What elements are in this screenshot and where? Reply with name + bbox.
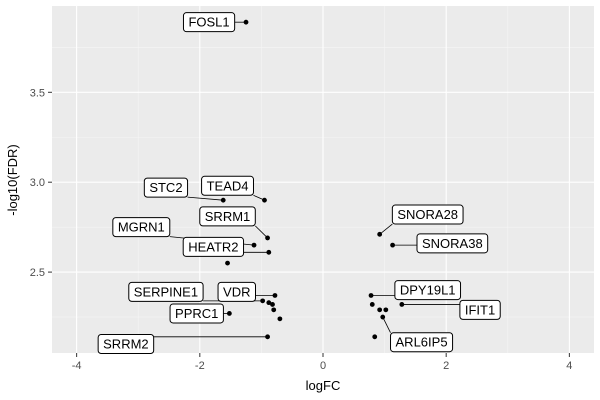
point-label-text: SERPINE1 [134, 284, 198, 299]
point-label-text: DPY19L1 [400, 283, 456, 298]
point-label-text: ARL6IP5 [396, 335, 448, 350]
point-label-text: FOSL1 [188, 15, 229, 30]
data-point [251, 242, 257, 248]
data-point [372, 334, 378, 340]
point-label: TEAD4 [201, 175, 254, 196]
y-axis: 2.5 3.0 3.5 [30, 87, 52, 279]
data-point [272, 293, 278, 298]
point-label-text: SRRM1 [205, 209, 251, 224]
x-tick-label: -2 [195, 360, 205, 372]
label-box [112, 217, 171, 238]
label-box [394, 280, 462, 301]
point-label: IFIT1 [459, 299, 501, 320]
point-label-text: IFIT1 [465, 302, 495, 317]
data-point [265, 334, 270, 340]
y-tick-label: 3.5 [30, 87, 45, 99]
data-point [271, 307, 277, 313]
x-tick-label: -4 [72, 360, 82, 372]
point-label: SRRM2 [97, 334, 155, 355]
data-point [260, 298, 266, 304]
point-label: SRRM1 [199, 206, 256, 227]
label-box [416, 233, 489, 254]
point-label: ARL6IP5 [390, 332, 454, 353]
label-box [391, 204, 464, 225]
y-tick-label: 2.5 [30, 267, 45, 279]
data-point [265, 235, 270, 241]
point-label: MGRN1 [112, 217, 171, 238]
label-box [459, 299, 501, 320]
point-label: SERPINE1 [128, 281, 204, 302]
x-axis: -4 -2 0 2 4 [72, 353, 572, 372]
label-connector [187, 196, 224, 201]
label-connector [379, 223, 393, 235]
data-point [377, 231, 383, 237]
data-point [368, 293, 374, 298]
data-point [266, 300, 272, 306]
y-axis-title: -log10(FDR) [5, 144, 20, 216]
point-label-text: PPRC1 [175, 306, 218, 321]
label-box [201, 175, 254, 196]
data-point [243, 19, 249, 25]
data-points [220, 19, 405, 340]
point-label: FOSL1 [182, 12, 236, 33]
point-label-text: SNORA28 [397, 207, 458, 222]
data-point [390, 242, 395, 248]
label-box [199, 206, 256, 227]
point-label-text: SRRM2 [103, 337, 149, 352]
point-label: PPRC1 [169, 303, 224, 324]
data-point [262, 197, 267, 203]
point-label: SNORA28 [391, 204, 464, 225]
point-label: SNORA38 [416, 233, 489, 254]
point-label-text: HEATR2 [188, 239, 238, 254]
data-point [226, 311, 232, 316]
point-label-text: SNORA38 [422, 236, 483, 251]
point-label: DPY19L1 [394, 280, 462, 301]
data-point [266, 249, 272, 255]
y-tick-label: 3.0 [30, 177, 45, 189]
point-label: STC2 [143, 177, 189, 198]
point-label-text: STC2 [149, 180, 182, 195]
label-box [143, 177, 189, 198]
label-connector [255, 225, 268, 239]
label-box [182, 236, 245, 257]
point-labels: FOSL1 TEAD4 STC2 SRRM1 MGRN1 HEATR2 SERPINE1 VD… [97, 12, 501, 355]
data-point [399, 302, 405, 307]
x-tick-label: 0 [320, 360, 326, 372]
label-box [182, 12, 236, 33]
label-box [217, 281, 256, 302]
point-label: VDR [217, 281, 256, 302]
label-connector [382, 316, 391, 333]
data-point [380, 314, 386, 320]
point-label-text: VDR [223, 284, 250, 299]
label-box [169, 303, 224, 324]
label-box [390, 332, 454, 353]
data-point [270, 302, 275, 307]
x-tick-label: 2 [443, 360, 449, 372]
label-box [128, 281, 204, 302]
data-point [220, 197, 226, 203]
data-point [369, 302, 375, 307]
data-point [377, 307, 383, 313]
point-label-text: TEAD4 [207, 178, 249, 193]
label-box [97, 334, 155, 355]
data-point [383, 307, 389, 313]
data-point [225, 260, 230, 266]
x-axis-title: logFC [306, 378, 341, 393]
data-point [277, 316, 283, 322]
point-label: HEATR2 [182, 236, 245, 257]
x-tick-label: 4 [566, 360, 572, 372]
point-label-text: MGRN1 [118, 220, 165, 235]
